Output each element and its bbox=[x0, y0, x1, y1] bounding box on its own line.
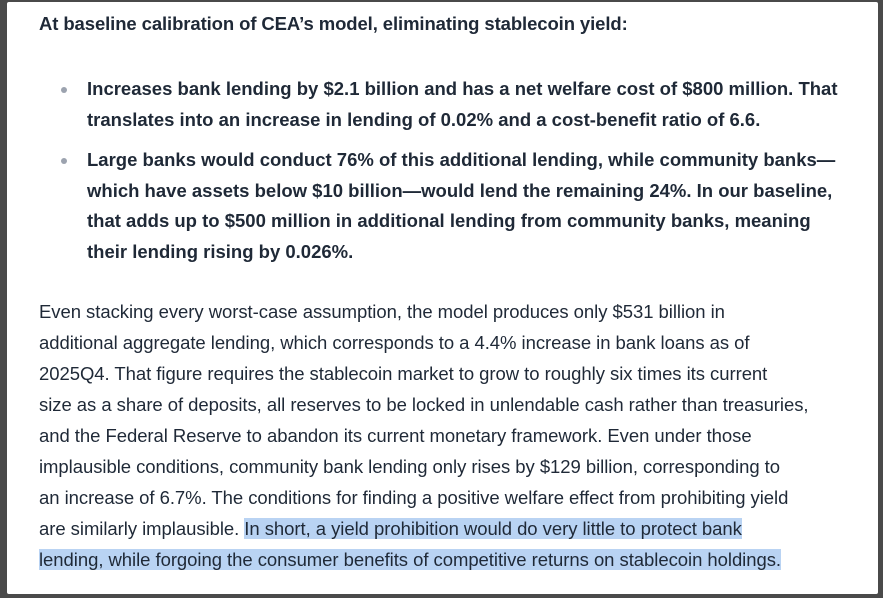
bullet-list: Increases bank lending by $2.1 billion a… bbox=[39, 74, 878, 277]
paragraph-line: size as a share of deposits, all reserve… bbox=[39, 394, 809, 415]
bullet-dot-icon bbox=[61, 87, 67, 93]
paragraph-line: 2025Q4. That figure requires the stablec… bbox=[39, 363, 768, 384]
selected-text-highlight[interactable]: In short, a yield prohibition would do v… bbox=[244, 518, 742, 539]
paragraph-line: and the Federal Reserve to abandon its c… bbox=[39, 425, 752, 446]
paragraph-line: an increase of 6.7%. The conditions for … bbox=[39, 487, 789, 508]
paragraph-line: Even stacking every worst-case assumptio… bbox=[39, 301, 725, 322]
article-card: At baseline calibration of CEA’s model, … bbox=[7, 2, 878, 594]
bullet-item: Large banks would conduct 76% of this ad… bbox=[39, 145, 878, 267]
paragraph-line: additional aggregate lending, which corr… bbox=[39, 332, 750, 353]
paragraph-line: are similarly implausible. bbox=[39, 518, 245, 539]
bullet-line: that adds up to $500 million in addition… bbox=[87, 210, 811, 231]
section-heading: At baseline calibration of CEA’s model, … bbox=[39, 13, 628, 34]
bullet-dot-icon bbox=[61, 158, 67, 164]
bullet-item: Increases bank lending by $2.1 billion a… bbox=[39, 74, 878, 135]
body-paragraph[interactable]: Even stacking every worst-case assumptio… bbox=[39, 296, 871, 575]
bullet-line: their lending rising by 0.026%. bbox=[87, 240, 354, 262]
bullet-line: translates into an increase in lending o… bbox=[87, 108, 761, 130]
bullet-line: which have assets below $10 billion—woul… bbox=[87, 179, 833, 201]
paragraph-line: implausible conditions, community bank l… bbox=[39, 456, 781, 477]
selected-text-highlight[interactable]: lending, while forgoing the consumer ben… bbox=[39, 549, 782, 570]
bullet-line: Increases bank lending by $2.1 billion a… bbox=[87, 78, 838, 99]
bullet-line: Large banks would conduct 76% of this ad… bbox=[87, 149, 836, 170]
